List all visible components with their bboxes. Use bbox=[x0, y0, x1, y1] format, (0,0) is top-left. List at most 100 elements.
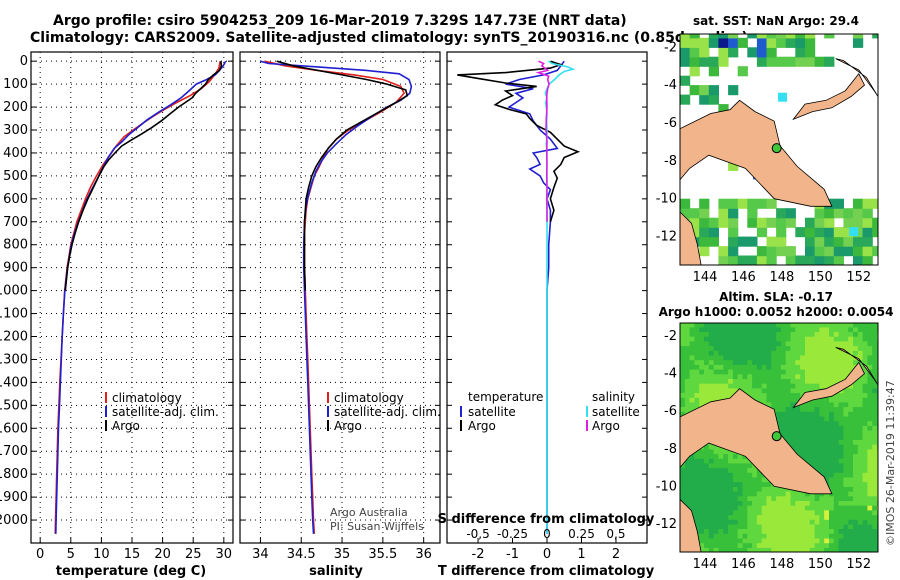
sla-cell bbox=[867, 323, 873, 328]
sla-cell bbox=[867, 378, 873, 384]
sst-cell bbox=[814, 208, 825, 219]
sla-cell bbox=[853, 509, 859, 516]
sla-cell bbox=[814, 453, 820, 459]
sla-cell bbox=[766, 486, 772, 492]
sla-cell bbox=[766, 401, 772, 408]
sst-cell bbox=[824, 208, 835, 219]
sla-cell bbox=[780, 406, 787, 412]
sla-cell bbox=[848, 350, 854, 356]
sla-cell bbox=[838, 369, 844, 375]
sla-cell bbox=[756, 364, 763, 370]
map-frame bbox=[679, 322, 879, 553]
sla-cell bbox=[752, 533, 758, 539]
sst-cell bbox=[833, 255, 844, 265]
sla-cell bbox=[761, 500, 768, 506]
sla-cell bbox=[853, 439, 859, 445]
sla-cell bbox=[785, 331, 792, 337]
sla-cell bbox=[819, 369, 825, 375]
sla-cell bbox=[867, 383, 873, 389]
sla-cell bbox=[848, 495, 854, 501]
sla-cell bbox=[704, 481, 710, 487]
sla-cell bbox=[872, 514, 878, 520]
sla-cell bbox=[756, 476, 763, 483]
sla-cell bbox=[713, 364, 719, 370]
sla-cell bbox=[819, 350, 825, 356]
sla-cell bbox=[853, 359, 859, 365]
credit-argo-australia: Argo Australia bbox=[330, 506, 408, 519]
sst-cell bbox=[766, 47, 777, 58]
x-tick-label: 35.5 bbox=[368, 547, 397, 562]
x-tick-label: 25 bbox=[185, 547, 202, 562]
sla-cell bbox=[694, 364, 700, 370]
sla-cell bbox=[713, 481, 719, 487]
sla-cell bbox=[838, 430, 844, 436]
sla-cell bbox=[752, 491, 758, 497]
sla-cell bbox=[752, 509, 758, 516]
sla-cell bbox=[728, 336, 734, 342]
sla-cell bbox=[684, 495, 691, 501]
sla-cell bbox=[833, 495, 840, 501]
sla-cell bbox=[814, 411, 820, 417]
sla-cell bbox=[824, 467, 830, 473]
sla-cell bbox=[809, 509, 816, 516]
sla-cell bbox=[829, 444, 835, 450]
sla-cell bbox=[723, 519, 729, 525]
sst-cell bbox=[689, 217, 700, 228]
sla-cell bbox=[800, 523, 806, 530]
depth-tick-label: 200 bbox=[3, 100, 28, 115]
sla-cell bbox=[732, 528, 739, 534]
lon-tick-label: 148 bbox=[769, 270, 794, 285]
sla-cell bbox=[718, 505, 724, 511]
sla-cell bbox=[713, 444, 719, 450]
sla-cell bbox=[756, 542, 763, 548]
sst-cell bbox=[766, 37, 777, 48]
sla-cell bbox=[843, 472, 849, 478]
sla-cell bbox=[843, 542, 849, 548]
x-tick-label: 0 bbox=[543, 547, 551, 562]
sla-cell bbox=[809, 533, 816, 539]
sla-cell bbox=[819, 444, 825, 450]
sla-cell bbox=[694, 481, 700, 487]
sla-cell bbox=[747, 495, 753, 501]
sla-cell bbox=[680, 373, 686, 379]
sla-cell bbox=[742, 491, 748, 497]
sst-cell bbox=[862, 217, 873, 228]
sst-cell bbox=[805, 34, 816, 39]
sla-cell bbox=[704, 364, 710, 370]
sst-cell bbox=[718, 208, 729, 219]
sla-cell bbox=[771, 345, 777, 351]
sst-cell bbox=[737, 198, 748, 209]
sla-cell bbox=[833, 500, 840, 506]
sla-cell bbox=[872, 472, 878, 478]
sla-cell bbox=[776, 500, 782, 506]
sla-cell bbox=[843, 387, 849, 394]
sla-cell bbox=[699, 340, 705, 347]
sla-cell bbox=[800, 430, 806, 436]
sla-map-title: Altim. SLA: -0.17 bbox=[719, 290, 833, 304]
lat-tick-label: -8 bbox=[664, 442, 677, 457]
sla-cell bbox=[857, 326, 864, 333]
s-diff-tick-label: 0 bbox=[543, 527, 551, 541]
sla-cell bbox=[853, 383, 859, 389]
sla-cell bbox=[728, 359, 734, 365]
sla-cell bbox=[737, 359, 744, 365]
sla-cell bbox=[819, 434, 825, 440]
sla-cell bbox=[732, 491, 739, 497]
sla-cell bbox=[833, 462, 840, 469]
sla-cell bbox=[790, 528, 796, 534]
sla-cell bbox=[872, 397, 878, 403]
sla-cell bbox=[742, 542, 748, 548]
sla-cell bbox=[776, 364, 782, 370]
sla-cell bbox=[805, 528, 811, 534]
sla-cell bbox=[728, 462, 734, 469]
sla-cell bbox=[732, 486, 739, 492]
sla-cell bbox=[680, 383, 686, 389]
sla-cell bbox=[853, 397, 859, 403]
sla-cell bbox=[713, 323, 719, 328]
sla-cell bbox=[776, 415, 782, 422]
sla-cell bbox=[708, 444, 715, 450]
sla-cell bbox=[805, 425, 811, 431]
sla-cell bbox=[824, 542, 830, 548]
sla-cell bbox=[814, 542, 820, 548]
sla-cell bbox=[694, 491, 700, 497]
